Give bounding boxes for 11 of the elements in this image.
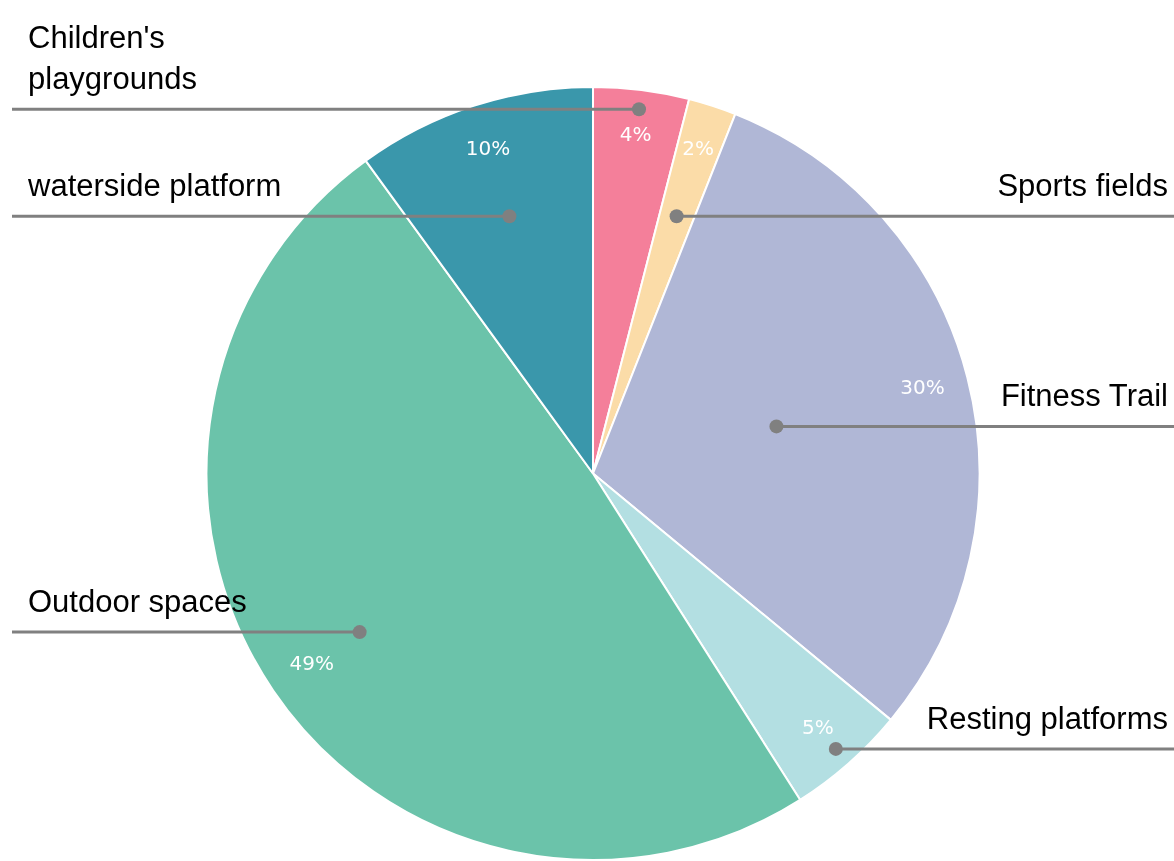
- data-label: 49%: [289, 650, 334, 675]
- data-label: 2%: [682, 136, 714, 161]
- slice-label: Sports fields: [997, 168, 1168, 204]
- slice-label: Fitness Trail: [1000, 378, 1168, 414]
- data-label: 10%: [465, 136, 511, 161]
- data-label: 30%: [900, 375, 945, 400]
- data-label: 4%: [619, 122, 652, 147]
- slice-label: Children's playgrounds: [28, 20, 197, 97]
- slice-label: Resting platforms: [926, 700, 1168, 736]
- slice-label: waterside platform: [27, 168, 282, 204]
- data-label: 5%: [802, 714, 834, 739]
